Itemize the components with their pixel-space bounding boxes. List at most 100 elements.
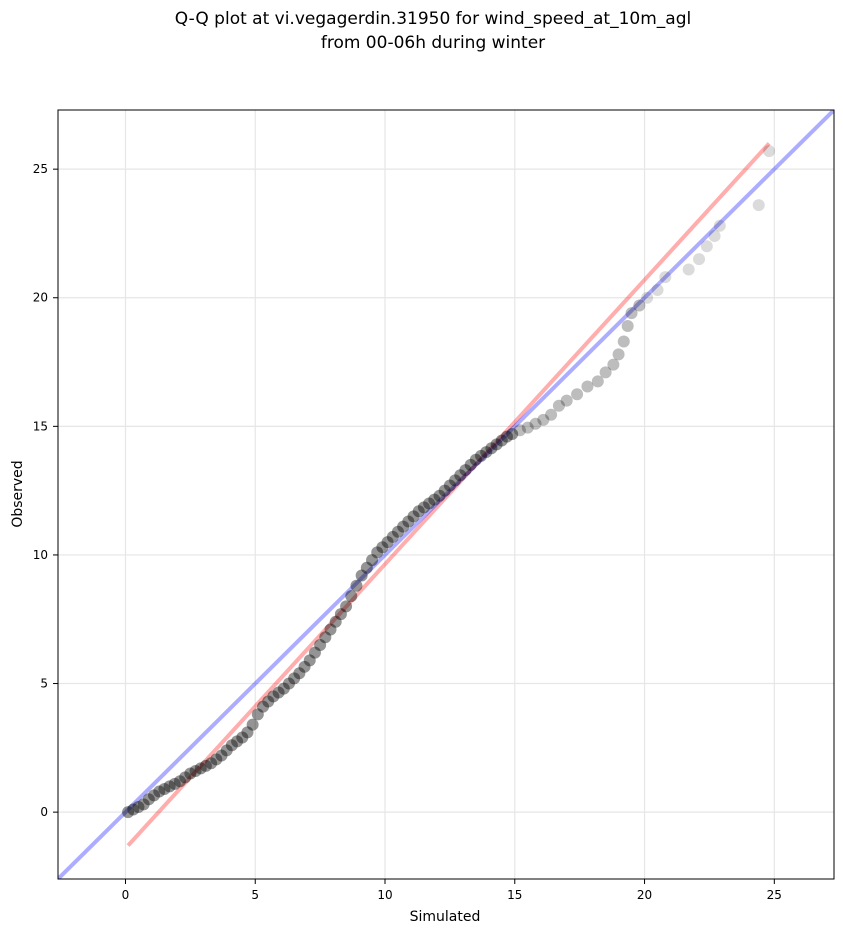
data-point <box>220 744 233 757</box>
x-tick-label: 15 <box>507 888 522 902</box>
x-tick-label: 10 <box>377 888 392 902</box>
data-point <box>127 803 140 816</box>
data-point <box>215 749 228 762</box>
data-point <box>132 800 145 813</box>
data-point <box>371 546 384 559</box>
data-point <box>693 253 706 266</box>
data-point <box>340 600 353 613</box>
y-axis-label: Observed <box>10 460 26 527</box>
data-point <box>454 469 467 482</box>
x-tick-label: 25 <box>767 888 782 902</box>
data-point <box>168 777 181 790</box>
data-point <box>521 421 534 434</box>
data-point <box>625 307 638 320</box>
data-point <box>485 442 498 455</box>
data-point <box>360 561 373 574</box>
data-point <box>282 677 295 690</box>
plot-frame <box>57 109 835 880</box>
x-tick-label: 5 <box>251 888 259 902</box>
data-point <box>475 449 488 462</box>
data-point <box>173 775 186 788</box>
data-point <box>480 446 493 459</box>
data-point <box>651 284 664 297</box>
data-point <box>621 320 634 333</box>
chart-title-line-2: from 00-06h during winter <box>321 33 545 53</box>
data-point <box>148 789 161 802</box>
data-point <box>355 569 368 582</box>
data-point <box>308 646 321 659</box>
data-point <box>708 230 721 243</box>
data-point <box>179 771 192 784</box>
data-point <box>246 718 259 731</box>
data-point <box>163 780 176 793</box>
data-point <box>412 505 425 518</box>
data-point <box>513 424 526 437</box>
data-point <box>298 660 311 673</box>
data-point <box>612 348 625 361</box>
data-point <box>763 145 776 158</box>
data-point <box>428 493 441 506</box>
data-point <box>381 536 394 549</box>
data-point <box>231 735 244 748</box>
data-point <box>500 430 513 443</box>
data-point <box>122 806 135 819</box>
chart-title-line-1: Q-Q plot at vi.vegagerdin.31950 for wind… <box>175 9 691 29</box>
data-point <box>194 762 207 775</box>
data-point <box>417 501 430 514</box>
data-point <box>469 453 482 466</box>
data-point <box>659 271 672 284</box>
identity-line <box>58 110 834 879</box>
data-point <box>293 667 306 680</box>
x-axis-label: Simulated <box>410 909 481 925</box>
data-point <box>189 764 202 777</box>
data-point <box>184 767 197 780</box>
data-point <box>607 358 620 371</box>
data-point <box>449 474 462 487</box>
data-point <box>345 590 358 603</box>
x-tick-label: 20 <box>637 888 652 902</box>
data-point <box>529 417 542 430</box>
data-point <box>137 798 150 811</box>
data-point <box>433 489 446 502</box>
data-point <box>324 623 337 636</box>
data-point <box>376 541 389 554</box>
data-point <box>495 434 508 447</box>
data-point <box>386 530 399 543</box>
data-point <box>366 554 379 567</box>
data-point <box>319 631 332 644</box>
data-point <box>257 700 270 713</box>
data-point <box>210 753 223 766</box>
data-point <box>571 388 584 401</box>
data-point <box>641 291 654 304</box>
y-tick-label: 25 <box>33 162 48 176</box>
data-point <box>591 375 604 388</box>
data-point <box>459 464 472 477</box>
data-point <box>397 520 410 533</box>
data-point <box>142 793 155 806</box>
data-point <box>464 458 477 471</box>
data-point <box>272 686 285 699</box>
data-point <box>277 682 290 695</box>
y-tick-label: 20 <box>33 291 48 305</box>
data-point <box>391 525 404 538</box>
y-tick-label: 0 <box>40 805 48 819</box>
data-point <box>407 510 420 523</box>
data-point <box>241 726 254 739</box>
data-point <box>153 785 166 798</box>
data-point <box>267 690 280 703</box>
data-point <box>314 638 327 651</box>
data-point <box>545 408 558 421</box>
data-point <box>713 219 726 232</box>
reference-lines <box>58 110 834 879</box>
data-point <box>506 428 519 441</box>
data-point <box>205 757 218 770</box>
data-point <box>752 199 765 212</box>
data-point <box>537 413 550 426</box>
data-point <box>225 739 238 752</box>
data-point <box>443 479 456 492</box>
data-point <box>438 484 451 497</box>
grid <box>58 110 834 879</box>
data-point <box>599 366 612 379</box>
data-point <box>303 654 316 667</box>
y-tick-label: 10 <box>33 548 48 562</box>
